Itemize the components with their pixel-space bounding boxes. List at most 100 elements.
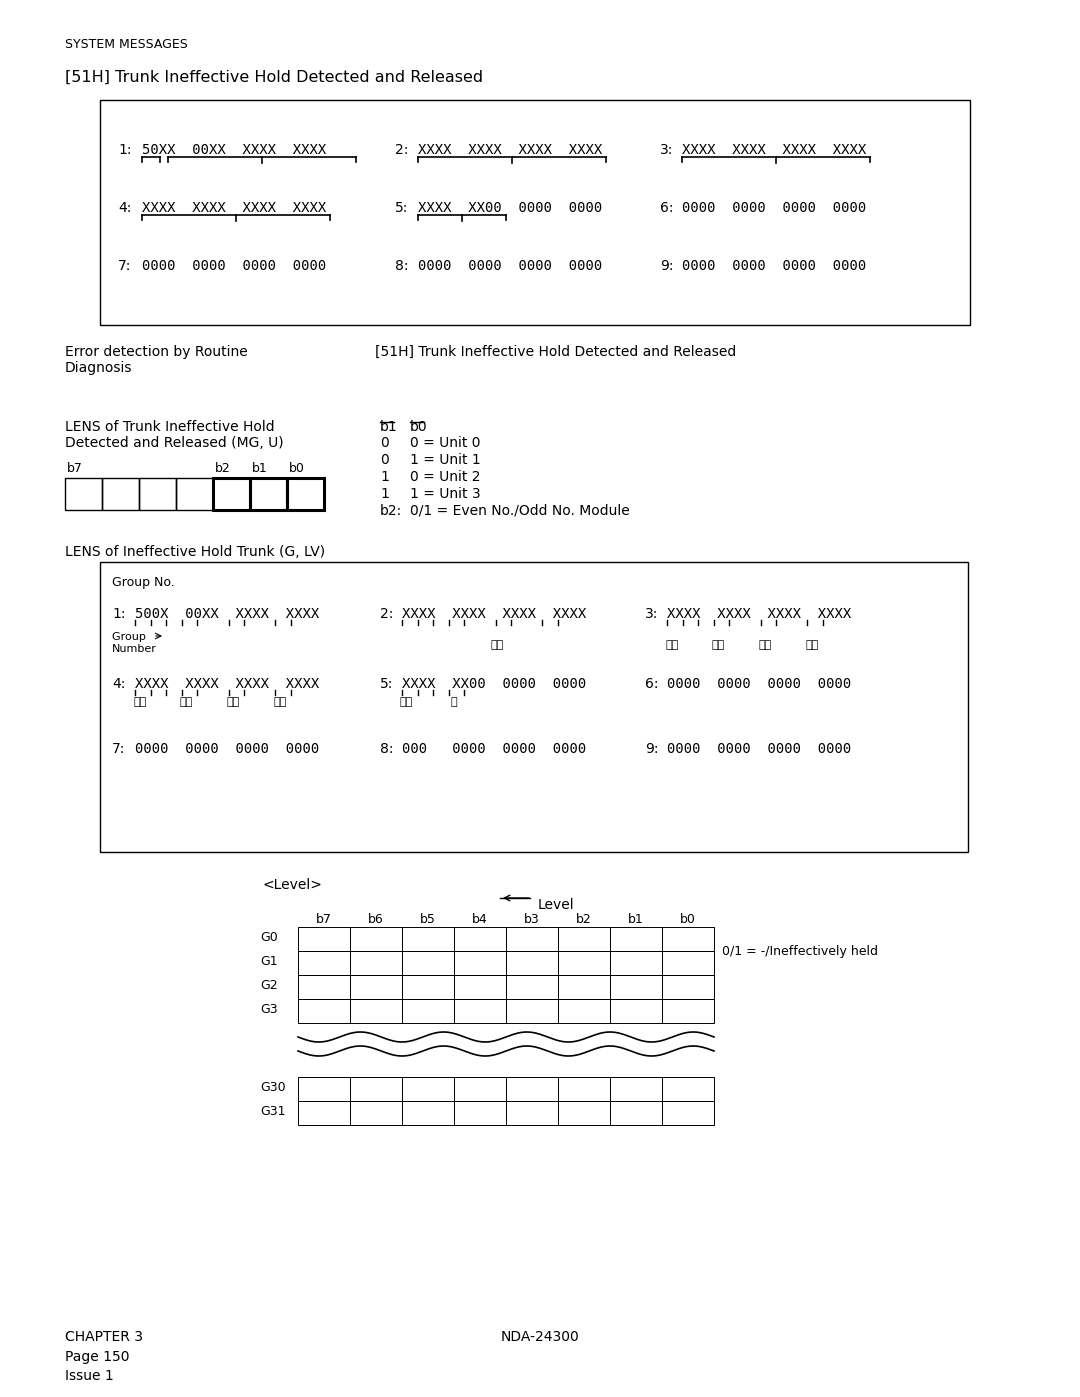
Bar	[350, 1101, 402, 1125]
Text: G0: G0	[260, 930, 278, 944]
Text: LENS of Trunk Ineffective Hold
Detected and Released (MG, U): LENS of Trunk Ineffective Hold Detected …	[65, 420, 284, 450]
Text: ㉑㉒: ㉑㉒	[133, 697, 146, 707]
Text: Level: Level	[538, 898, 575, 912]
Bar	[610, 928, 662, 951]
Text: LENS of Ineffective Hold Trunk (G, LV): LENS of Ineffective Hold Trunk (G, LV)	[65, 545, 325, 559]
Text: 5:: 5:	[380, 678, 393, 692]
Text: 0000  0000  0000  0000: 0000 0000 0000 0000	[681, 201, 866, 215]
Bar	[402, 1101, 454, 1125]
Bar	[662, 999, 714, 1023]
Text: 0000  0000  0000  0000: 0000 0000 0000 0000	[141, 258, 326, 272]
Text: ⑮⑯: ⑮⑯	[712, 640, 725, 650]
Bar	[287, 478, 324, 510]
Text: XXXX  XXXX  XXXX  XXXX: XXXX XXXX XXXX XXXX	[135, 678, 320, 692]
Text: 8:: 8:	[395, 258, 408, 272]
Text: 50XX  00XX  XXXX  XXXX: 50XX 00XX XXXX XXXX	[141, 142, 326, 156]
Text: XXXX  XXXX  XXXX  XXXX: XXXX XXXX XXXX XXXX	[681, 142, 866, 156]
Text: b2: b2	[215, 462, 231, 475]
Text: ㉙㉚: ㉙㉚	[400, 697, 414, 707]
Text: b2:: b2:	[380, 504, 402, 518]
Text: 0000  0000  0000  0000: 0000 0000 0000 0000	[667, 742, 851, 756]
Bar	[558, 975, 610, 999]
Text: [51H] Trunk Ineffective Hold Detected and Released: [51H] Trunk Ineffective Hold Detected an…	[375, 345, 737, 359]
Text: ㉓㉔: ㉓㉔	[179, 697, 193, 707]
Text: Group No.: Group No.	[112, 576, 175, 590]
Text: XXXX  XX00  0000  0000: XXXX XX00 0000 0000	[402, 678, 586, 692]
Text: Group: Group	[112, 631, 149, 643]
Bar	[350, 1077, 402, 1101]
Text: 0: 0	[380, 436, 389, 450]
Text: 6:: 6:	[645, 678, 659, 692]
Bar	[454, 999, 507, 1023]
Text: ⑰⑱: ⑰⑱	[758, 640, 772, 650]
Bar	[507, 1101, 558, 1125]
Text: b7: b7	[67, 462, 83, 475]
Text: ㉛: ㉛	[450, 697, 458, 707]
Text: G2: G2	[260, 979, 278, 992]
Bar	[249, 478, 287, 510]
Bar	[176, 478, 213, 510]
Text: G30: G30	[260, 1081, 285, 1094]
Text: ⑲⑳: ⑲⑳	[806, 640, 819, 650]
Bar	[350, 951, 402, 975]
Bar	[402, 999, 454, 1023]
Bar	[350, 999, 402, 1023]
Text: Number: Number	[112, 644, 157, 654]
Bar	[100, 562, 968, 852]
Bar	[610, 999, 662, 1023]
Bar	[662, 975, 714, 999]
Bar	[454, 1101, 507, 1125]
Bar	[402, 928, 454, 951]
Text: 0000  0000  0000  0000: 0000 0000 0000 0000	[135, 742, 320, 756]
Text: 0/1 = Even No./Odd No. Module: 0/1 = Even No./Odd No. Module	[410, 504, 630, 518]
Text: b1: b1	[380, 420, 397, 434]
Text: b4: b4	[472, 914, 488, 926]
Bar	[298, 928, 350, 951]
Text: b0: b0	[410, 420, 428, 434]
Bar	[350, 928, 402, 951]
Bar	[298, 975, 350, 999]
Bar	[402, 1077, 454, 1101]
Text: ⑬⑭: ⑬⑭	[665, 640, 678, 650]
Text: 1: 1	[380, 469, 389, 483]
Text: 0: 0	[380, 453, 389, 467]
Bar	[610, 975, 662, 999]
Bar	[610, 1101, 662, 1125]
Bar	[558, 1077, 610, 1101]
Bar	[507, 951, 558, 975]
Text: 6:: 6:	[660, 201, 674, 215]
Text: b5: b5	[420, 914, 436, 926]
Text: XXXX  XX00  0000  0000: XXXX XX00 0000 0000	[418, 201, 603, 215]
Bar	[558, 999, 610, 1023]
Text: b0: b0	[680, 914, 696, 926]
Text: b1: b1	[252, 462, 268, 475]
Bar	[662, 1101, 714, 1125]
Text: b3: b3	[524, 914, 540, 926]
Text: G1: G1	[260, 956, 278, 968]
Text: 0000  0000  0000  0000: 0000 0000 0000 0000	[418, 258, 603, 272]
Bar	[558, 928, 610, 951]
Text: XXXX  XXXX  XXXX  XXXX: XXXX XXXX XXXX XXXX	[141, 201, 326, 215]
Text: b2: b2	[576, 914, 592, 926]
Text: 3:: 3:	[645, 608, 659, 622]
Bar	[298, 1077, 350, 1101]
Bar	[213, 478, 249, 510]
Bar	[402, 951, 454, 975]
Bar	[454, 1077, 507, 1101]
Text: ㉗㉘: ㉗㉘	[273, 697, 286, 707]
Bar	[139, 478, 176, 510]
Text: SYSTEM MESSAGES: SYSTEM MESSAGES	[65, 38, 188, 52]
Text: 5:: 5:	[395, 201, 408, 215]
Text: ㉕㉖: ㉕㉖	[227, 697, 240, 707]
Bar	[507, 999, 558, 1023]
Text: NDA-24300: NDA-24300	[501, 1330, 579, 1344]
Text: G31: G31	[260, 1105, 285, 1118]
Text: 2:: 2:	[380, 608, 393, 622]
Text: 1: 1	[380, 488, 389, 502]
Text: XXXX  XXXX  XXXX  XXXX: XXXX XXXX XXXX XXXX	[667, 608, 851, 622]
Bar	[558, 1101, 610, 1125]
Text: b7: b7	[316, 914, 332, 926]
Text: Error detection by Routine
Diagnosis: Error detection by Routine Diagnosis	[65, 345, 247, 376]
Bar	[454, 975, 507, 999]
Text: ⑪⑫: ⑪⑫	[490, 640, 504, 650]
